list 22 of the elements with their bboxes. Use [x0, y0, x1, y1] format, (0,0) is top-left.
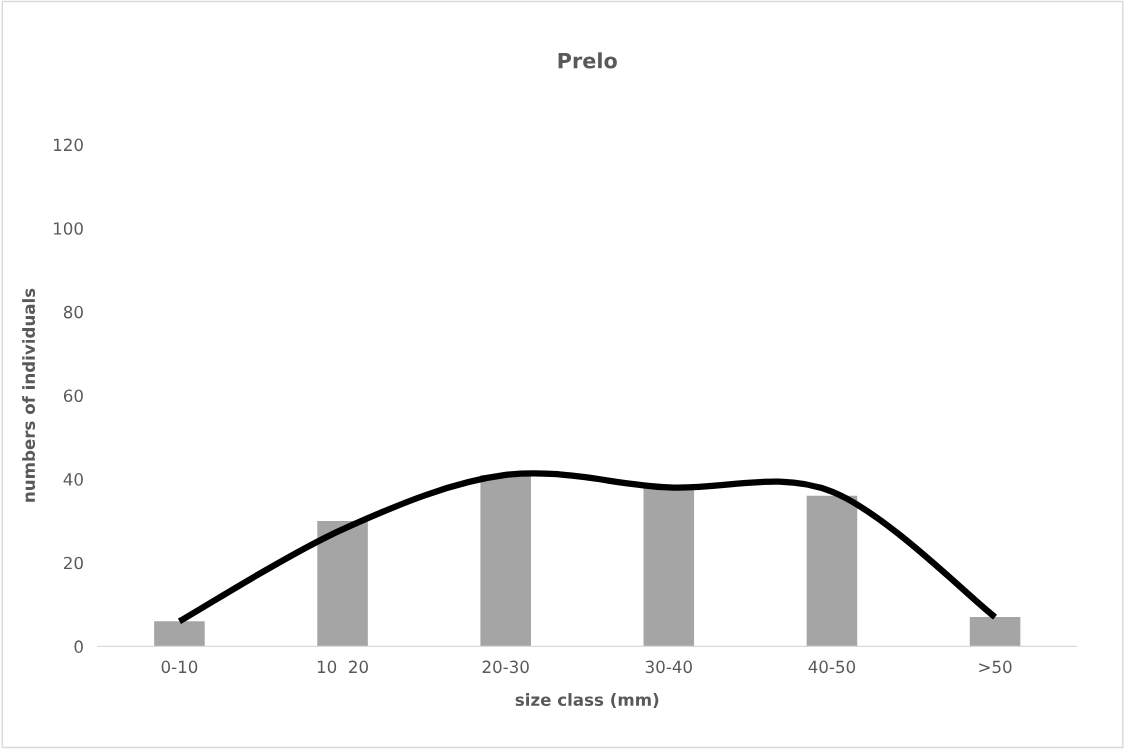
- x-tick-label: 40-50: [808, 660, 856, 674]
- y-axis-title: numbers of individuals: [22, 288, 36, 502]
- bar: [154, 621, 205, 647]
- x-tick-label: >50: [979, 660, 1012, 674]
- bar: [317, 520, 368, 647]
- y-tick-label: 20: [64, 556, 83, 570]
- y-tick-label: 40: [63, 473, 83, 486]
- x-tick-label: 30-40: [645, 660, 692, 674]
- bar: [969, 617, 1021, 647]
- bar: [806, 495, 858, 647]
- y-tick-label: 100: [54, 222, 83, 235]
- bar: [480, 474, 531, 647]
- chart-title: Prelo: [558, 52, 617, 69]
- x-tick-label: 20-30: [482, 660, 529, 674]
- x-tick-label: 10 20: [317, 660, 368, 674]
- x-tick-label: 0-10: [161, 660, 198, 674]
- y-tick-label: 80: [63, 305, 83, 319]
- y-tick-label: 60: [63, 389, 83, 403]
- bar: [643, 487, 695, 647]
- x-axis-title: size class (mm): [515, 693, 659, 708]
- y-tick-label: 120: [54, 138, 83, 152]
- y-tick-label: 0: [74, 640, 83, 653]
